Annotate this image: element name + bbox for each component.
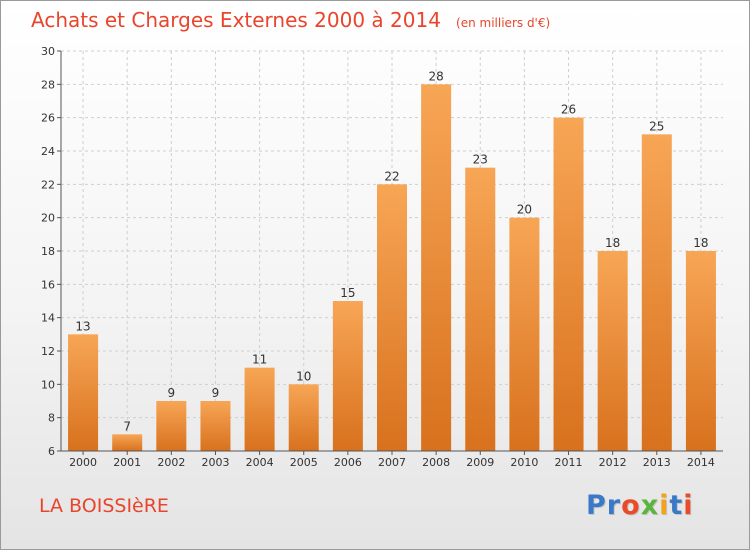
logo-letter: P	[586, 490, 607, 521]
y-tick-label: 20	[41, 212, 55, 225]
chart-title: Achats et Charges Externes 2000 à 2014	[31, 8, 441, 32]
x-tick-label: 2012	[599, 456, 627, 469]
logo-letter: x	[640, 490, 660, 521]
logo-letter: i	[683, 490, 694, 521]
bar-value-label: 28	[428, 69, 443, 83]
y-tick-label: 8	[48, 412, 55, 425]
bar-value-label: 11	[252, 353, 267, 367]
x-tick-label: 2005	[290, 456, 318, 469]
y-tick-label: 26	[41, 112, 55, 125]
y-tick-label: 18	[41, 245, 55, 258]
bar-value-label: 15	[340, 286, 355, 300]
bar	[597, 251, 628, 451]
bar	[200, 401, 231, 451]
bar-value-label: 20	[517, 203, 532, 217]
bar-value-label: 18	[693, 236, 708, 250]
bar	[553, 117, 584, 452]
bar-value-label: 22	[384, 169, 399, 183]
x-tick-label: 2002	[157, 456, 185, 469]
bar-value-label: 9	[168, 386, 176, 400]
bar	[288, 384, 319, 451]
x-tick-label: 2001	[113, 456, 141, 469]
bar	[685, 251, 716, 451]
bar	[68, 334, 99, 451]
bar-value-label: 25	[649, 119, 664, 133]
bar	[156, 401, 187, 451]
x-tick-label: 2011	[555, 456, 583, 469]
y-tick-label: 12	[41, 345, 55, 358]
bar-value-label: 18	[605, 236, 620, 250]
x-tick-label: 2010	[510, 456, 538, 469]
bar	[376, 184, 408, 452]
y-tick-label: 24	[41, 145, 55, 158]
y-tick-label: 28	[41, 78, 55, 91]
y-tick-label: 14	[41, 312, 55, 325]
bar	[641, 134, 672, 452]
x-tick-label: 2000	[69, 456, 97, 469]
y-tick-label: 16	[41, 278, 55, 291]
bar-value-label: 13	[75, 319, 90, 333]
logo-letter: r	[606, 490, 622, 521]
location-label: LA BOISSIèRE	[39, 495, 169, 517]
bar	[421, 84, 452, 451]
x-tick-label: 2009	[466, 456, 494, 469]
bar-value-label: 26	[561, 103, 576, 117]
bar	[465, 167, 496, 451]
chart-units: (en milliers d'€)	[456, 16, 551, 30]
bar	[112, 434, 143, 451]
x-tick-label: 2006	[334, 456, 362, 469]
bar-value-label: 7	[123, 419, 131, 433]
logo-letter: o	[621, 490, 641, 521]
bar	[509, 217, 540, 451]
x-tick-label: 2008	[422, 456, 450, 469]
x-tick-label: 2013	[643, 456, 671, 469]
x-tick-label: 2004	[246, 456, 274, 469]
logo-letter: t	[669, 490, 684, 521]
bar-value-label: 9	[212, 386, 220, 400]
y-tick-label: 30	[41, 45, 55, 58]
bar-value-label: 23	[473, 153, 488, 167]
y-tick-label: 6	[48, 445, 55, 458]
y-tick-label: 22	[41, 178, 55, 191]
x-tick-label: 2014	[687, 456, 715, 469]
bar	[332, 301, 363, 451]
y-tick-label: 10	[41, 378, 55, 391]
logo-letter: i	[659, 490, 670, 521]
x-tick-label: 2007	[378, 456, 406, 469]
bar-value-label: 10	[296, 369, 311, 383]
bar	[244, 367, 275, 451]
x-tick-label: 2003	[201, 456, 229, 469]
chart-header: Achats et Charges Externes 2000 à 2014 (…	[31, 8, 550, 32]
proxiti-logo: Proxiti	[586, 490, 694, 521]
